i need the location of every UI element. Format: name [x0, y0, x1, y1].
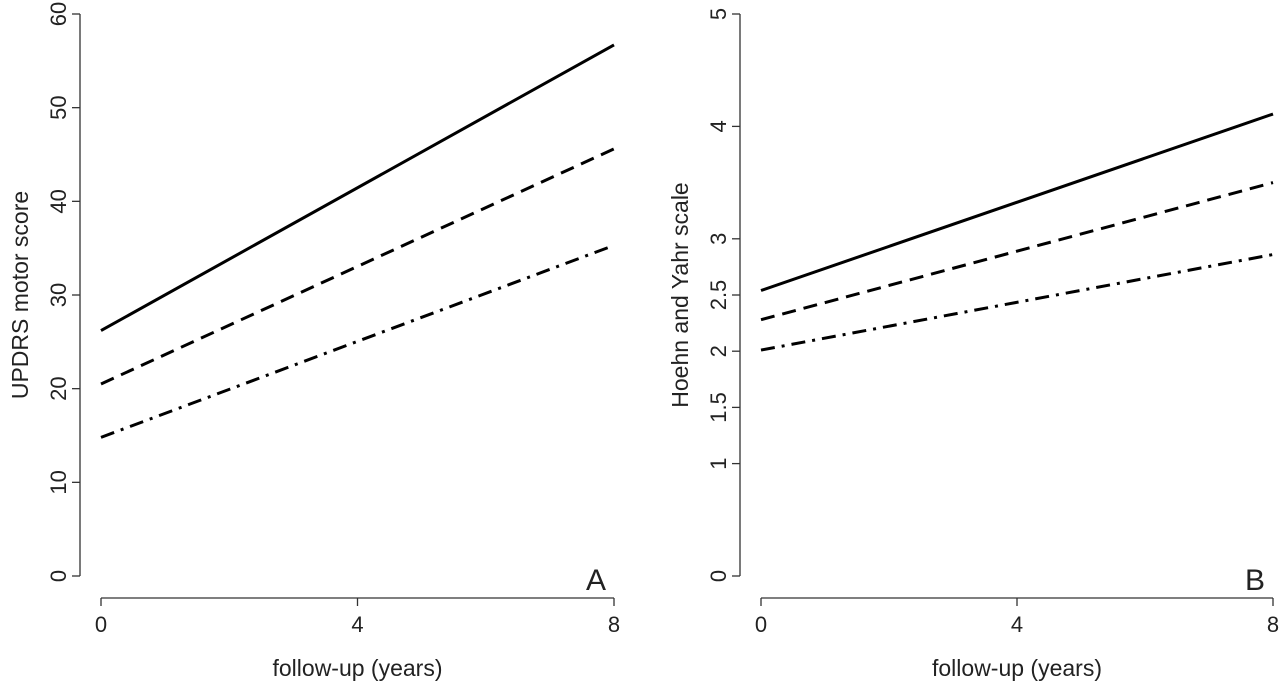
y-tick-label: 30: [46, 283, 71, 307]
x-tick-label: 8: [1267, 612, 1279, 637]
series-line: [100, 43, 615, 332]
x-axis-label: follow-up (years): [932, 655, 1102, 681]
series-line: [760, 181, 1274, 322]
x-tick-label: 8: [608, 612, 620, 637]
panel-label: B: [1245, 564, 1265, 597]
y-tick-label: 1: [706, 457, 731, 469]
y-tick-label: 40: [46, 189, 71, 213]
y-tick-label: 10: [46, 470, 71, 494]
y-tick-label: 4: [706, 120, 731, 132]
y-tick-label: 2: [706, 345, 731, 357]
series-line: [100, 243, 615, 439]
y-tick-label: 0: [706, 570, 731, 582]
panel-label: A: [586, 564, 606, 597]
x-tick-label: 0: [755, 612, 767, 637]
y-tick-label: 1.5: [706, 392, 731, 423]
y-tick-label: 0: [46, 570, 71, 582]
series-line: [760, 253, 1274, 352]
y-tick-label: 5: [706, 8, 731, 20]
x-axis-label: follow-up (years): [273, 655, 443, 681]
series-line: [100, 147, 615, 386]
x-tick-label: 0: [95, 612, 107, 637]
y-tick-label: 2.5: [706, 280, 731, 311]
y-tick-label: 50: [46, 95, 71, 119]
y-tick-label: 60: [46, 2, 71, 26]
series-line: [760, 112, 1274, 292]
y-axis-label: UPDRS motor score: [7, 191, 33, 399]
x-tick-label: 4: [351, 612, 363, 637]
y-axis-label: Hoehn and Yahr scale: [667, 182, 693, 407]
x-tick-label: 4: [1011, 612, 1023, 637]
y-tick-label: 3: [706, 233, 731, 245]
y-tick-label: 20: [46, 376, 71, 400]
